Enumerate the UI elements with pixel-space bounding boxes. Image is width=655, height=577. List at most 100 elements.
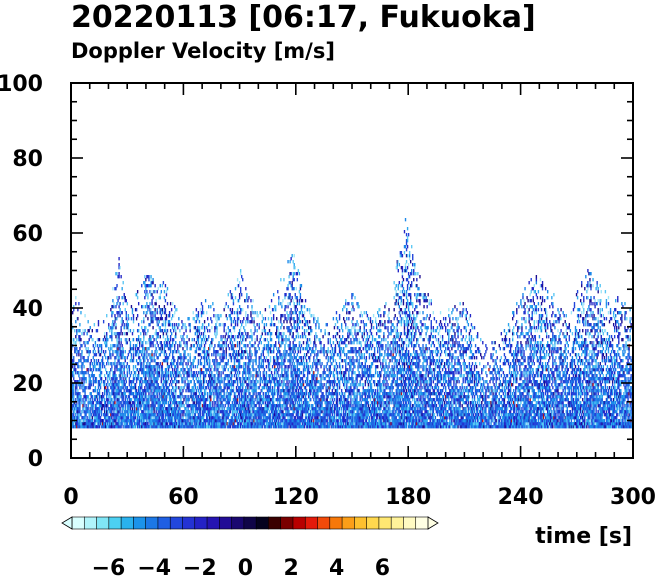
velocity-cell — [99, 395, 102, 399]
velocity-cell — [123, 356, 125, 360]
velocity-cell — [78, 350, 80, 354]
velocity-cell — [175, 329, 177, 333]
velocity-cell — [242, 380, 244, 384]
velocity-cell — [155, 416, 157, 420]
velocity-cell — [224, 386, 226, 390]
velocity-cell — [181, 377, 183, 381]
velocity-cell — [170, 416, 173, 420]
velocity-cell — [298, 344, 301, 348]
velocity-cell — [187, 317, 189, 321]
velocity-cell — [113, 344, 115, 348]
velocity-cell — [179, 422, 181, 426]
velocity-cell — [149, 422, 151, 426]
velocity-cell — [174, 377, 176, 381]
velocity-cell — [85, 377, 87, 381]
velocity-cell — [278, 356, 280, 360]
velocity-cell — [182, 422, 184, 426]
velocity-cell — [227, 293, 229, 297]
velocity-cell — [151, 311, 153, 315]
velocity-cell — [170, 374, 173, 378]
velocity-cell — [151, 401, 153, 405]
velocity-cell — [90, 407, 92, 411]
velocity-cell — [101, 359, 104, 363]
velocity-cell — [242, 374, 244, 378]
velocity-cell — [244, 329, 246, 333]
velocity-cell — [223, 365, 225, 369]
velocity-cell — [110, 416, 112, 420]
velocity-cell — [150, 389, 152, 393]
velocity-cell — [81, 425, 83, 429]
velocity-cell — [259, 371, 261, 375]
velocity-cell — [123, 410, 125, 414]
velocity-cell — [75, 350, 77, 354]
velocity-cell — [169, 395, 172, 399]
velocity-cell — [88, 338, 90, 342]
velocity-cell — [168, 410, 171, 414]
velocity-cell — [192, 416, 194, 420]
velocity-cell — [269, 383, 272, 387]
velocity-cell — [73, 395, 75, 399]
velocity-cell — [184, 422, 186, 426]
velocity-cell — [116, 425, 118, 429]
velocity-cell — [111, 368, 113, 372]
velocity-cell — [214, 404, 216, 408]
velocity-cell — [159, 311, 161, 315]
velocity-cell — [276, 407, 278, 411]
velocity-cell — [253, 332, 255, 336]
velocity-cell — [223, 356, 225, 360]
velocity-cell — [294, 347, 296, 351]
velocity-cell — [280, 398, 282, 402]
velocity-cell — [146, 413, 148, 417]
velocity-cell — [90, 368, 92, 372]
velocity-cell — [144, 290, 146, 294]
velocity-cell — [101, 338, 104, 342]
velocity-cell — [210, 317, 212, 321]
velocity-cell — [122, 281, 124, 285]
velocity-cell — [73, 341, 75, 345]
velocity-cell — [180, 356, 182, 360]
velocity-cell — [149, 338, 151, 342]
velocity-cell — [99, 371, 102, 375]
velocity-cell — [110, 401, 112, 405]
velocity-cell — [152, 305, 154, 309]
velocity-cell — [195, 308, 198, 312]
velocity-cell — [224, 377, 226, 381]
velocity-cell — [171, 386, 174, 390]
velocity-cell — [80, 344, 82, 348]
velocity-cell — [182, 380, 184, 384]
velocity-cell — [77, 389, 79, 393]
velocity-cell — [142, 395, 144, 399]
velocity-cell — [121, 413, 123, 417]
velocity-cell — [105, 377, 107, 381]
velocity-cell — [204, 341, 207, 345]
velocity-cell — [145, 407, 147, 411]
velocity-cell — [173, 314, 175, 318]
velocity-cell — [105, 386, 107, 390]
velocity-cell — [237, 350, 240, 354]
velocity-cell — [215, 380, 217, 384]
velocity-cell — [146, 365, 148, 369]
velocity-cell — [156, 389, 158, 393]
velocity-cell — [233, 365, 236, 369]
velocity-cell — [248, 365, 250, 369]
velocity-cell — [118, 359, 120, 363]
velocity-cell — [137, 413, 140, 417]
velocity-cell — [254, 341, 256, 345]
velocity-cell — [279, 377, 281, 381]
velocity-cell — [251, 335, 253, 339]
velocity-cell — [165, 380, 168, 384]
velocity-cell — [106, 383, 108, 387]
velocity-cell — [292, 299, 294, 303]
velocity-cell — [84, 386, 86, 390]
velocity-cell — [184, 323, 186, 327]
velocity-cell — [236, 395, 239, 399]
velocity-cell — [82, 329, 84, 333]
velocity-cell — [131, 380, 134, 384]
velocity-cell — [143, 347, 145, 351]
velocity-cell — [130, 380, 133, 384]
velocity-cell — [119, 308, 121, 312]
velocity-cell — [270, 323, 273, 327]
velocity-cell — [280, 317, 282, 321]
velocity-cell — [238, 392, 241, 396]
velocity-cell — [155, 422, 157, 426]
